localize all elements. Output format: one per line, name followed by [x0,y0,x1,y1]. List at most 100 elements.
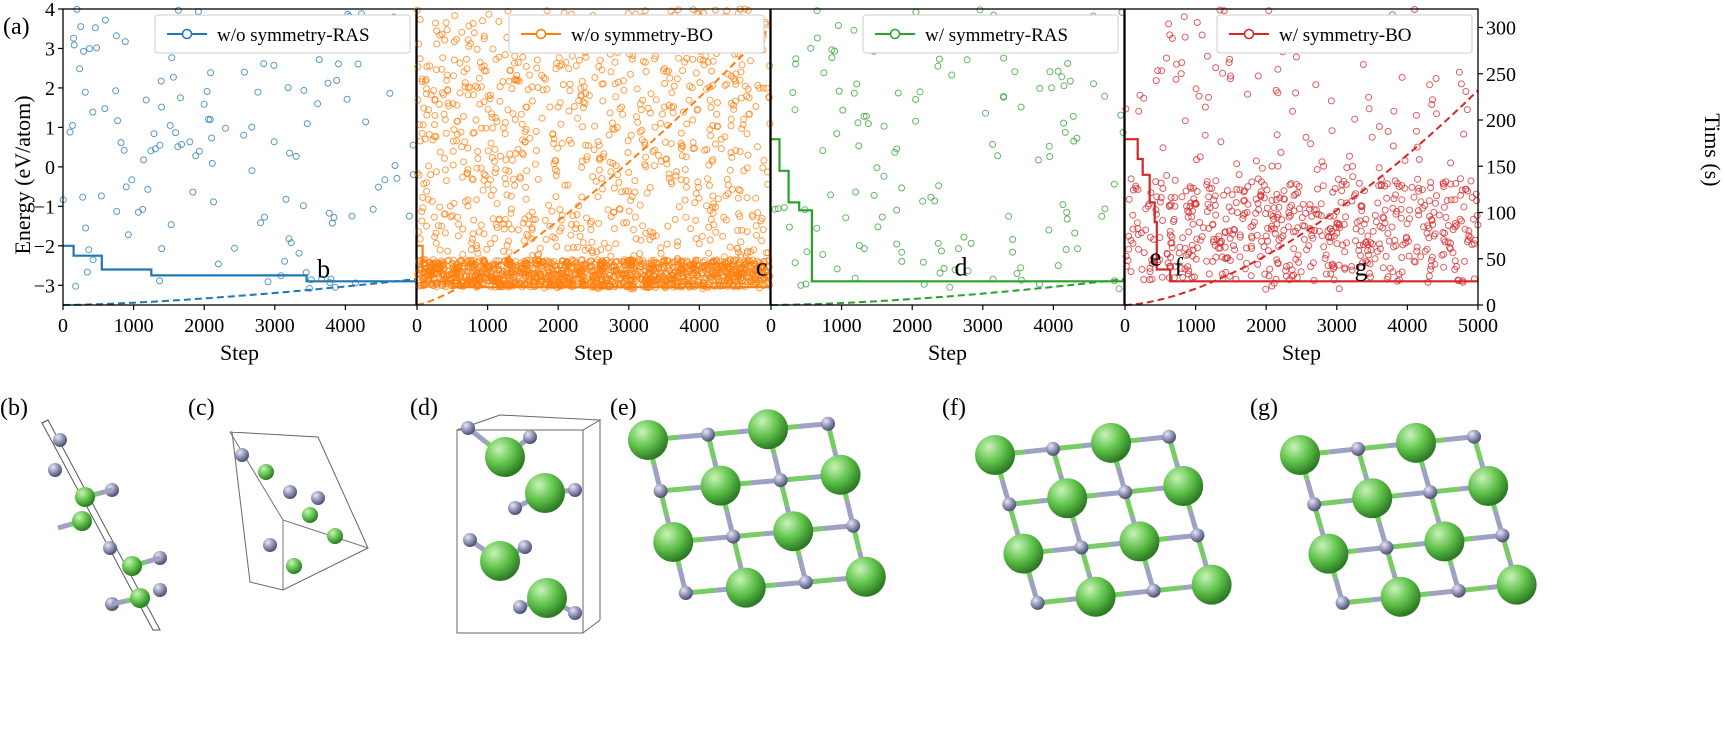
data-point [595,265,603,273]
data-point [1184,270,1192,278]
data-point [555,270,563,278]
data-point [1247,242,1255,250]
data-point [451,12,459,20]
data-point [828,54,836,62]
atom-small [1146,583,1161,598]
data-point [585,92,593,99]
atom-large [1496,564,1537,605]
data-point [459,225,467,233]
data-point [967,239,975,247]
data-point [731,77,739,85]
data-point [1299,200,1307,208]
data-point [963,56,971,64]
data-point [1066,77,1074,85]
x-tick-label: 1000 [1176,315,1216,337]
atom-small [701,427,715,442]
data-point [432,19,440,27]
data-point [535,271,543,278]
data-point [514,76,522,84]
data-point [689,139,697,146]
data-point [1225,59,1233,67]
data-point [1048,84,1056,92]
data-point [624,137,632,145]
data-point [708,158,716,165]
data-point [740,167,748,175]
data-point [1461,257,1468,265]
data-point [1467,177,1475,185]
data-point [1221,255,1229,263]
data-point [891,148,899,156]
data-point [469,129,477,137]
data-point [1414,175,1422,183]
data-point [722,192,730,200]
data-point [1423,245,1431,253]
data-point [552,193,560,201]
data-point [565,65,573,73]
data-point [522,183,530,191]
data-point [566,80,574,88]
data-point [1460,203,1468,211]
data-point [681,58,689,66]
data-point [1372,218,1380,226]
data-point [505,237,512,245]
data-point [453,101,461,109]
atom-large [1003,533,1044,574]
data-point [1317,200,1325,208]
data-point [706,282,714,289]
data-point [618,188,626,196]
data-point [1292,255,1300,263]
data-point [1203,178,1211,186]
atom-large [302,507,318,523]
legend: w/ symmetry-RAS [862,14,1119,54]
data-point [524,260,532,268]
data-point [1188,241,1196,249]
data-point [1300,235,1308,243]
data-point [510,175,517,183]
data-point [83,268,91,276]
data-point [625,168,633,176]
data-point [1005,212,1013,220]
data-point [435,100,443,108]
data-point [723,270,731,278]
data-point [1178,193,1186,201]
data-point [1361,187,1368,195]
data-point [681,166,689,173]
data-point [620,219,628,227]
data-point [870,191,878,199]
data-point [607,252,615,260]
data-point [557,224,565,232]
data-point [1428,253,1436,261]
data-point [1226,55,1234,63]
data-point [850,26,858,34]
atom-small [1046,441,1060,456]
data-point [1447,180,1454,188]
data-point [480,170,488,178]
data-point [1226,75,1234,83]
data-point [518,120,526,128]
chart-panel-4: 0 1000 2000 3000 4000 5000Step050100150200250… [1120,6,1516,365]
data-point [433,27,441,35]
atom-small [263,538,277,552]
data-point [578,256,586,264]
data-point [1454,276,1462,284]
data-point [678,142,686,150]
data-point [651,273,659,281]
data-point [419,281,427,289]
atom-large [845,556,886,597]
data-point [1292,89,1300,97]
data-point [919,258,927,266]
atom-large [1308,533,1349,574]
data-point [189,188,197,196]
atom-small [1190,528,1205,543]
data-point [214,260,222,268]
data-point [572,220,580,228]
atom-large [628,420,668,460]
data-point [1427,184,1435,192]
data-point [505,220,513,228]
data-point [1367,239,1375,247]
data-point [1189,252,1197,260]
data-point [470,29,478,37]
data-point [457,256,465,264]
data-point [1280,195,1288,203]
data-point [735,264,743,272]
